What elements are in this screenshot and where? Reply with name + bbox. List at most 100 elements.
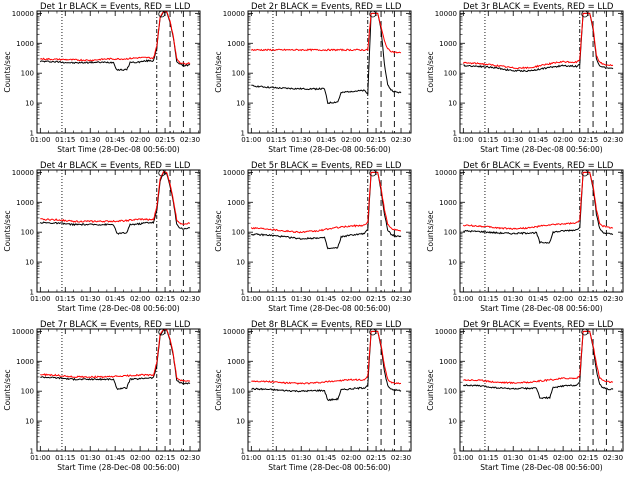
series-line-events [251,330,402,402]
panel-det-7r: Det 7r BLACK = Events, RED = LLD Counts/s… [3,320,201,472]
x-tick-label: 01:45 [528,454,548,462]
y-tick-label: 10000 [223,10,245,18]
y-tick-label: 1000 [227,40,245,48]
panel-title: Det 8r BLACK = Events, RED = LLD [251,320,402,330]
x-tick-label: 01:00 [241,295,261,303]
plot-frame [247,169,412,293]
y-tick-label: 100 [232,229,245,237]
y-tick-label: 1 [30,448,34,456]
y-axis-label: Counts/sec [3,51,12,92]
y-tick-label: 10000 [435,328,457,336]
x-tick-label: 01:30 [291,136,311,144]
x-tick-label: 02:00 [130,295,150,303]
plot-frame [36,169,201,293]
y-tick-label: 10 [25,100,34,108]
panel-title: Det 3r BLACK = Events, RED = LLD [463,2,614,12]
x-tick-label: 01:15 [266,454,286,462]
y-tick-label: 1 [241,289,245,297]
x-tick-label: 01:00 [241,454,261,462]
plot-frame [247,328,412,452]
panel-det-3r: Det 3r BLACK = Events, RED = LLD Counts/s… [426,2,624,154]
y-tick-label: 100 [232,388,245,396]
y-tick-label: 10 [25,418,34,426]
x-tick-label: 01:45 [105,295,125,303]
x-axis-label: Start Time (28-Dec-08 00:56:00) [480,145,602,154]
x-tick-label: 01:45 [316,136,336,144]
x-tick-label: 02:15 [366,136,386,144]
x-tick-label: 01:45 [316,295,336,303]
y-tick-label: 10000 [12,169,34,177]
y-axis-label: Counts/sec [426,210,435,251]
x-tick-label: 02:00 [130,454,150,462]
series-line-lld [40,171,191,225]
plot-frame [459,169,624,293]
panel-det-5r: Det 5r BLACK = Events, RED = LLD Counts/s… [214,161,412,313]
x-tick-label: 01:45 [316,454,336,462]
x-tick-label: 02:00 [553,454,573,462]
y-tick-label: 1 [241,130,245,138]
x-tick-label: 02:15 [155,295,175,303]
series-line-lld [462,12,614,70]
x-tick-label: 01:15 [55,136,75,144]
y-tick-label: 100 [444,388,457,396]
x-axis-label: Start Time (28-Dec-08 00:56:00) [480,304,602,313]
x-tick-label: 02:00 [130,136,150,144]
y-tick-label: 10 [25,259,34,267]
y-tick-label: 10000 [435,169,457,177]
x-tick-label: 02:15 [366,295,386,303]
y-tick-label: 10 [236,259,245,267]
y-tick-label: 100 [21,70,34,78]
y-tick-label: 10000 [223,169,245,177]
x-tick-label: 02:30 [391,454,411,462]
x-tick-label: 02:30 [391,295,411,303]
y-axis-label: Counts/sec [426,369,435,410]
x-axis-label: Start Time (28-Dec-08 00:56:00) [268,463,390,472]
y-tick-label: 1 [453,130,457,138]
series-line-lld [463,330,614,385]
plot-frame [247,10,412,134]
x-tick-label: 01:45 [105,454,125,462]
x-tick-label: 01:15 [478,454,498,462]
x-tick-label: 02:30 [603,454,623,462]
y-axis-label: Counts/sec [3,210,12,251]
series-line-lld [250,12,402,54]
y-tick-label: 1 [453,448,457,456]
y-tick-label: 1000 [227,358,245,366]
x-tick-label: 01:30 [503,454,523,462]
series-line-events [39,171,191,235]
x-tick-label: 01:00 [453,136,473,144]
series-line-lld [40,329,191,382]
x-tick-label: 02:15 [366,454,386,462]
y-axis-label: Counts/sec [214,210,223,251]
series-line-events [39,11,191,72]
x-axis-label: Start Time (28-Dec-08 00:56:00) [57,304,179,313]
x-axis-label: Start Time (28-Dec-08 00:56:00) [268,145,390,154]
x-tick-label: 01:30 [291,295,311,303]
panel-det-9r: Det 9r BLACK = Events, RED = LLD Counts/s… [426,320,624,472]
plot-frame [459,328,624,452]
x-tick-label: 01:00 [453,295,473,303]
y-tick-label: 1 [453,289,457,297]
x-tick-label: 02:30 [180,295,200,303]
y-tick-label: 100 [21,388,34,396]
panel-title: Det 7r BLACK = Events, RED = LLD [40,320,191,330]
series-line-lld [251,330,402,385]
y-tick-label: 1 [241,448,245,456]
panel-title: Det 2r BLACK = Events, RED = LLD [251,2,402,12]
x-tick-label: 01:00 [30,454,50,462]
x-tick-label: 01:15 [478,136,498,144]
y-tick-label: 1 [30,130,34,138]
panel-title: Det 1r BLACK = Events, RED = LLD [40,2,191,12]
x-tick-label: 01:45 [528,136,548,144]
series-line-events [463,171,614,245]
y-axis-label: Counts/sec [214,369,223,410]
plot-frame [36,328,201,452]
x-axis-label: Start Time (28-Dec-08 00:56:00) [268,304,390,313]
series-line-lld [462,171,614,230]
x-tick-label: 02:00 [341,136,361,144]
y-tick-label: 10 [448,418,457,426]
y-tick-label: 10000 [12,10,34,18]
series-line-events [250,171,402,250]
x-tick-label: 02:30 [603,136,623,144]
